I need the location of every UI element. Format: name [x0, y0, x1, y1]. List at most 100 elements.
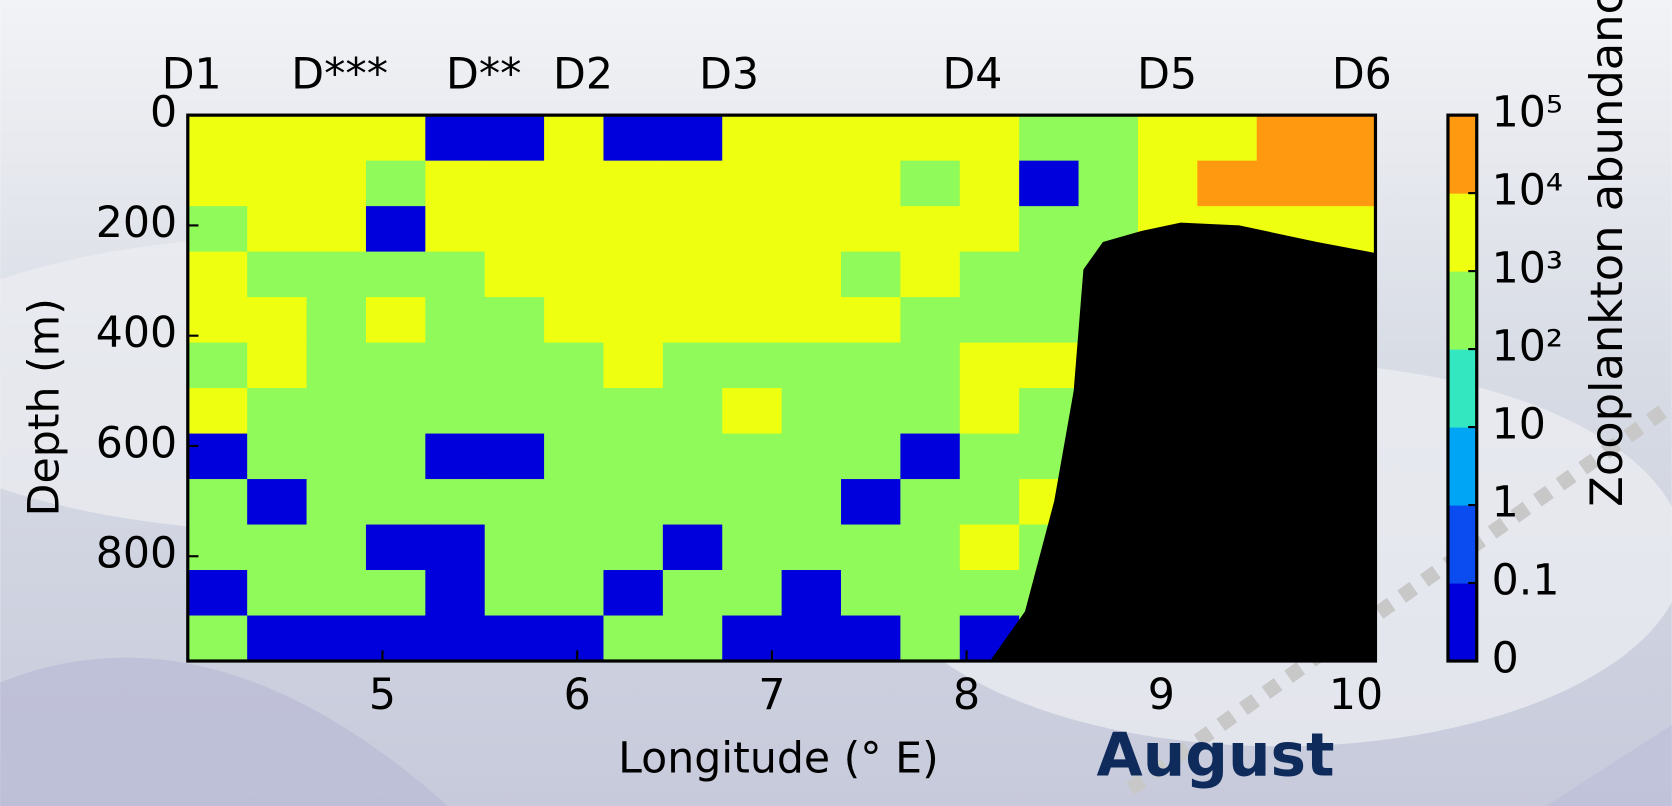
colorbar-tick-label: 10	[1492, 400, 1546, 450]
heat-cell	[1316, 161, 1376, 207]
heat-cell	[841, 388, 901, 434]
heat-cell	[307, 206, 367, 252]
heat-cell	[663, 115, 723, 161]
heat-cell	[247, 161, 307, 207]
heat-cell	[1019, 206, 1079, 252]
heat-cell	[722, 570, 782, 616]
heat-cell	[1079, 161, 1139, 207]
heat-cell	[366, 343, 426, 389]
heat-cell	[1019, 343, 1079, 389]
heat-cell	[307, 388, 367, 434]
heat-cell	[960, 434, 1020, 480]
heat-cell	[900, 616, 960, 662]
heat-cell	[1019, 161, 1079, 207]
heat-cell	[307, 525, 367, 571]
heat-cell	[366, 388, 426, 434]
heat-cell	[188, 252, 248, 298]
x-tick-label: 10	[1329, 670, 1383, 720]
colorbar-tick-label: 0.1	[1492, 556, 1560, 606]
heat-cell	[366, 525, 426, 571]
heat-cell	[663, 161, 723, 207]
heat-cell	[603, 616, 663, 662]
heat-cell	[782, 161, 842, 207]
heat-cell	[544, 297, 604, 343]
heat-cell	[900, 252, 960, 298]
heat-cell	[603, 343, 663, 389]
heat-cell	[307, 252, 367, 298]
station-label: D**	[446, 49, 521, 99]
heat-cell	[841, 115, 901, 161]
station-label: D6	[1332, 49, 1392, 99]
heat-cell	[247, 343, 307, 389]
heat-cell	[307, 479, 367, 525]
heat-cell	[663, 434, 723, 480]
heat-cell	[960, 161, 1020, 207]
heat-cell	[247, 479, 307, 525]
heat-cell	[900, 525, 960, 571]
station-label: D***	[291, 49, 388, 99]
heat-cell	[485, 479, 545, 525]
heat-cell	[603, 206, 663, 252]
heat-cell	[841, 206, 901, 252]
heat-cell	[841, 297, 901, 343]
heat-cell	[425, 570, 485, 616]
heat-cell	[188, 479, 248, 525]
heat-cell	[900, 206, 960, 252]
heat-cell	[900, 161, 960, 207]
heat-cell	[247, 616, 307, 662]
heat-cell	[722, 206, 782, 252]
heat-cell	[366, 570, 426, 616]
heat-cell	[1197, 161, 1257, 207]
heat-cell	[485, 388, 545, 434]
heat-cell	[841, 434, 901, 480]
heat-cell	[485, 161, 545, 207]
heat-cell	[782, 206, 842, 252]
colorbar-tick-label: 0	[1492, 634, 1519, 684]
heat-cell	[544, 252, 604, 298]
heat-cell	[366, 479, 426, 525]
heat-cell	[485, 525, 545, 571]
heat-cell	[603, 388, 663, 434]
heat-cell	[544, 525, 604, 571]
heat-cell	[663, 525, 723, 571]
heat-cell	[425, 252, 485, 298]
heat-cell	[485, 570, 545, 616]
heat-cell	[188, 616, 248, 662]
y-tick-label: 600	[96, 418, 177, 468]
x-tick-label: 8	[953, 670, 980, 720]
heat-cell	[603, 161, 663, 207]
plot-area	[188, 115, 1376, 661]
heat-cell	[544, 206, 604, 252]
heat-cell	[1257, 161, 1317, 207]
heat-cell	[722, 297, 782, 343]
heat-cell	[900, 479, 960, 525]
colorbar-band	[1448, 427, 1477, 506]
heat-cell	[247, 434, 307, 480]
colorbar-tick-label: 10⁵	[1492, 88, 1563, 138]
heat-cell	[485, 297, 545, 343]
heat-cell	[841, 343, 901, 389]
heat-cell	[841, 616, 901, 662]
heat-cell	[485, 115, 545, 161]
heat-cell	[307, 161, 367, 207]
station-label: D4	[942, 49, 1002, 99]
heat-cell	[603, 479, 663, 525]
heat-cell	[663, 297, 723, 343]
heat-cell	[782, 115, 842, 161]
heat-cell	[307, 343, 367, 389]
heat-cell	[247, 297, 307, 343]
heat-cell	[1079, 115, 1139, 161]
heat-cell	[544, 434, 604, 480]
heat-cell	[900, 570, 960, 616]
x-tick-label: 5	[369, 670, 396, 720]
heat-cell	[841, 525, 901, 571]
heat-cell	[782, 616, 842, 662]
heat-cell	[247, 570, 307, 616]
heat-cell	[663, 479, 723, 525]
heat-cell	[425, 525, 485, 571]
heat-cell	[307, 434, 367, 480]
colorbar-tick-label: 10³	[1492, 244, 1563, 294]
heat-cell	[307, 115, 367, 161]
heat-cell	[960, 115, 1020, 161]
chart: Depth (m) Longitude (° E) August Zooplan…	[0, 0, 1672, 806]
